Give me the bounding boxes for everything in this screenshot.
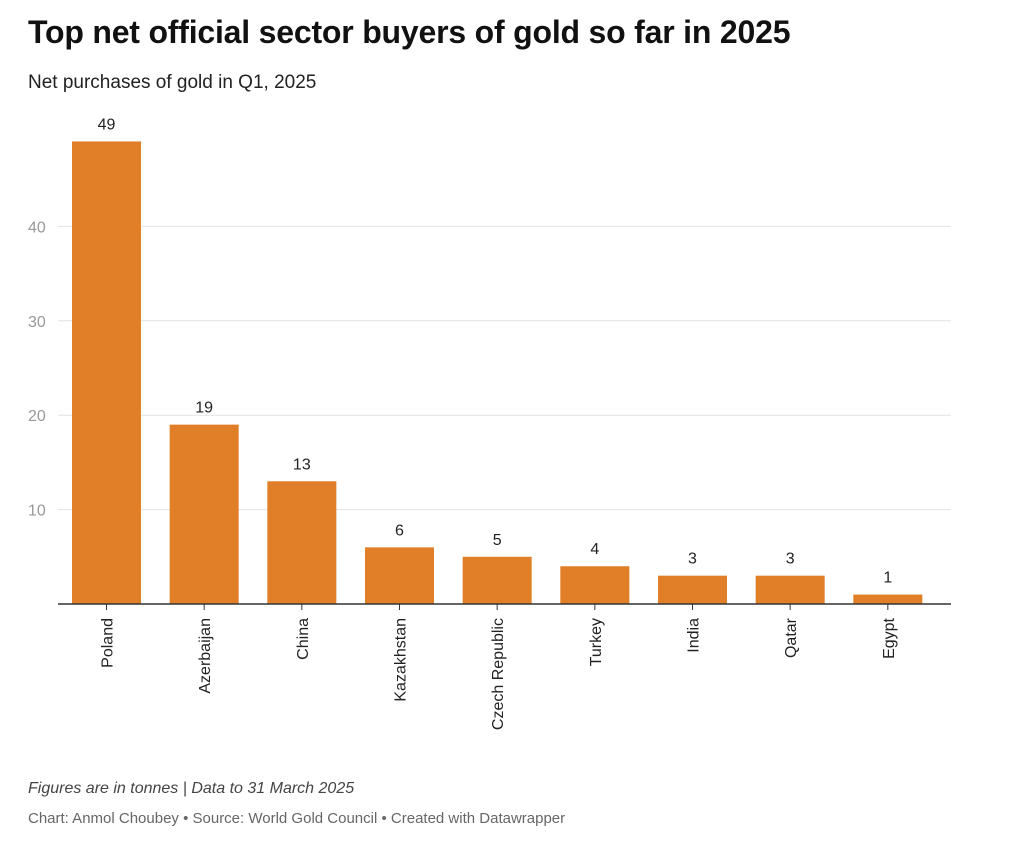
bar-egypt [853, 594, 923, 604]
bar-czech-republic [462, 556, 532, 604]
bar-turkey [560, 566, 630, 604]
bar-poland [72, 141, 141, 604]
y-tick-label: 40 [28, 219, 46, 236]
source-credit: Chart: Anmol Choubey • Source: World Gol… [28, 810, 566, 827]
data-label: 1 [883, 570, 892, 587]
x-tick-label: Turkey [588, 618, 605, 666]
data-label: 3 [786, 551, 795, 568]
x-tick-label: Kazakhstan [393, 618, 410, 702]
x-tick-label: Azerbaijan [197, 618, 214, 694]
bar-china [267, 481, 337, 604]
y-tick-label: 30 [28, 314, 46, 331]
data-label: 13 [293, 456, 311, 473]
x-tick-label: China [295, 618, 312, 660]
chart-subtitle: Net purchases of gold in Q1, 2025 [28, 72, 317, 93]
data-label: 5 [493, 532, 502, 549]
x-axis: Poland Azerbaijan China Kazakhstan Czech Rep… [58, 603, 951, 730]
x-tick-label: Egypt [881, 617, 898, 658]
bar-india [658, 575, 727, 604]
data-label: 3 [688, 551, 697, 568]
bars: 49 19 13 6 5 4 3 3 1 [72, 116, 923, 604]
data-label: 6 [395, 522, 404, 539]
x-tick-label: India [686, 618, 703, 653]
x-tick-label: Qatar [783, 617, 800, 658]
bar-qatar [755, 575, 825, 604]
data-label: 4 [590, 541, 599, 558]
data-label: 49 [98, 116, 116, 133]
y-tick-label: 20 [28, 408, 46, 425]
footnote: Figures are in tonnes | Data to 31 March… [28, 780, 355, 797]
bar-kazakhstan [365, 547, 434, 604]
x-tick-label: Czech Republic [490, 618, 507, 730]
data-label: 19 [195, 400, 213, 417]
gridlines: 10 20 30 40 [28, 219, 951, 520]
x-tick-label: Poland [100, 618, 117, 668]
bar-azerbaijan [169, 424, 239, 604]
y-tick-label: 10 [28, 503, 46, 520]
chart-title: Top net official sector buyers of gold s… [28, 14, 791, 50]
